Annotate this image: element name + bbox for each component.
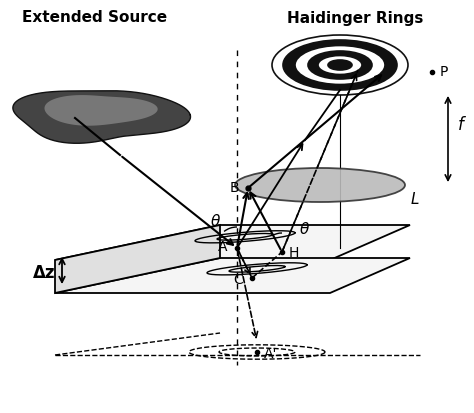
Text: Extended Source: Extended Source xyxy=(22,10,168,26)
Text: Δz: Δz xyxy=(33,264,55,282)
Polygon shape xyxy=(55,225,220,293)
Text: A': A' xyxy=(264,347,278,361)
Text: A: A xyxy=(218,240,228,254)
Ellipse shape xyxy=(308,51,372,79)
Polygon shape xyxy=(13,91,191,143)
Text: f: f xyxy=(458,116,464,134)
Polygon shape xyxy=(45,95,158,126)
Text: P: P xyxy=(440,65,448,79)
Text: Haidinger Rings: Haidinger Rings xyxy=(287,10,423,26)
Text: L: L xyxy=(411,192,419,207)
Ellipse shape xyxy=(235,168,405,202)
Ellipse shape xyxy=(272,35,408,95)
Ellipse shape xyxy=(295,45,385,85)
Polygon shape xyxy=(55,225,410,260)
Ellipse shape xyxy=(283,40,397,90)
Text: B: B xyxy=(229,181,239,195)
Ellipse shape xyxy=(318,55,362,74)
Text: H: H xyxy=(289,246,299,260)
Text: θ: θ xyxy=(210,214,219,230)
Ellipse shape xyxy=(328,60,352,70)
Text: C: C xyxy=(233,273,243,287)
Text: θ: θ xyxy=(299,223,309,237)
Polygon shape xyxy=(55,258,410,293)
